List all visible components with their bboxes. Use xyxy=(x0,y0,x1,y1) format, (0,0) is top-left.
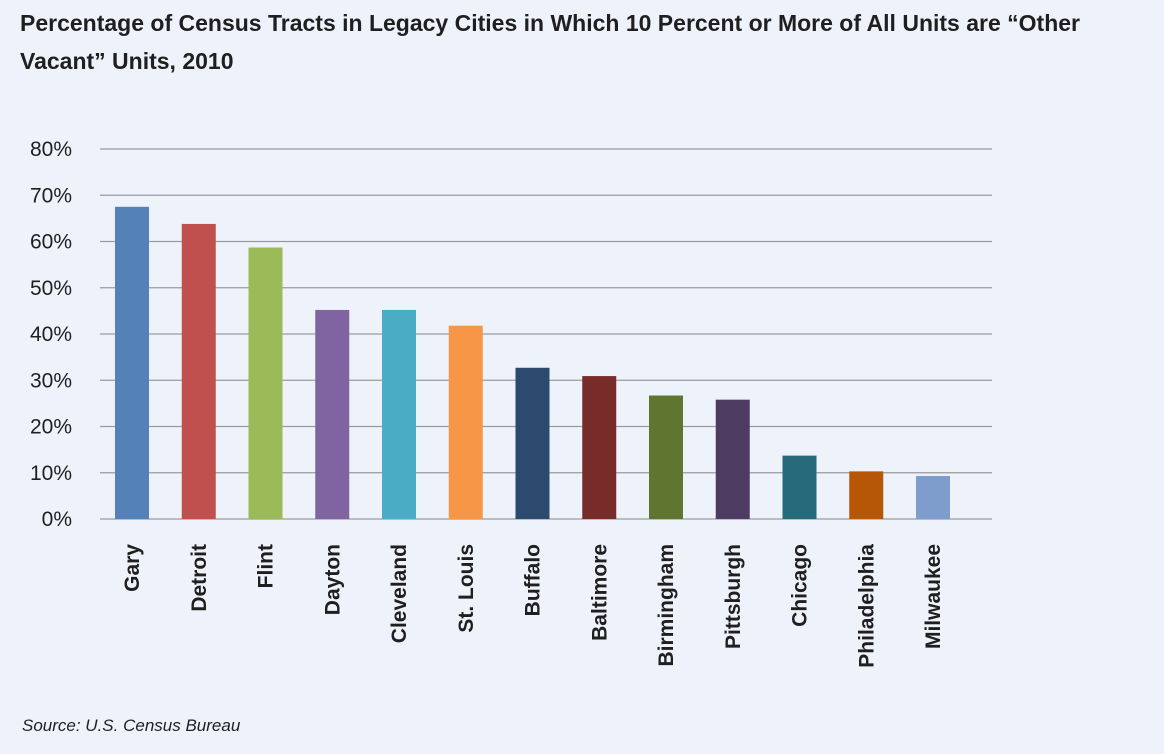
bar-detroit xyxy=(181,223,216,520)
y-axis-tick-labels: 0% 10% 20% 30% 40% 50% 60% 70% 80% xyxy=(30,138,72,531)
source-note: Source: U.S. Census Bureau xyxy=(22,716,241,735)
category-label: Baltimore xyxy=(588,544,611,641)
category-labels: Gary Detroit Flint Dayton Cleveland St. Louis… xyxy=(121,544,945,668)
category-label: Flint xyxy=(255,544,278,588)
bar-buffalo xyxy=(515,367,550,519)
category-label: Detroit xyxy=(188,544,211,612)
y-tick-label: 30% xyxy=(30,369,72,392)
y-tick-label: 10% xyxy=(30,462,72,485)
y-tick-label: 80% xyxy=(30,138,72,161)
category-label: Gary xyxy=(121,544,144,592)
bar-st-louis xyxy=(448,325,483,519)
category-label: Chicago xyxy=(789,544,812,627)
bar-cleveland xyxy=(382,309,416,519)
y-tick-label: 50% xyxy=(30,277,72,300)
y-tick-label: 60% xyxy=(30,231,72,254)
bar-dayton xyxy=(315,309,350,519)
y-tick-label: 20% xyxy=(30,416,72,439)
category-label: St. Louis xyxy=(455,544,478,633)
y-tick-label: 70% xyxy=(30,184,72,207)
bar-chicago xyxy=(782,455,817,519)
y-tick-label: 0% xyxy=(42,508,72,531)
bar-birmingham xyxy=(649,395,683,519)
bar-flint xyxy=(248,247,283,519)
bar-gary xyxy=(115,206,149,519)
category-label: Buffalo xyxy=(522,544,545,616)
bar-milwaukee xyxy=(916,475,950,519)
bar-pittsburgh xyxy=(715,399,750,519)
category-label: Pittsburgh xyxy=(722,544,745,649)
y-tick-label: 40% xyxy=(30,323,72,346)
category-label: Dayton xyxy=(321,544,344,615)
bar-philadelphia xyxy=(849,471,884,519)
category-label: Birmingham xyxy=(655,544,678,667)
category-label: Milwaukee xyxy=(922,544,945,649)
category-label: Philadelphia xyxy=(855,544,878,668)
chart-title: Percentage of Census Tracts in Legacy Ci… xyxy=(20,10,1080,74)
bars xyxy=(115,206,950,520)
bar-baltimore xyxy=(582,376,617,519)
category-label: Cleveland xyxy=(388,544,411,643)
